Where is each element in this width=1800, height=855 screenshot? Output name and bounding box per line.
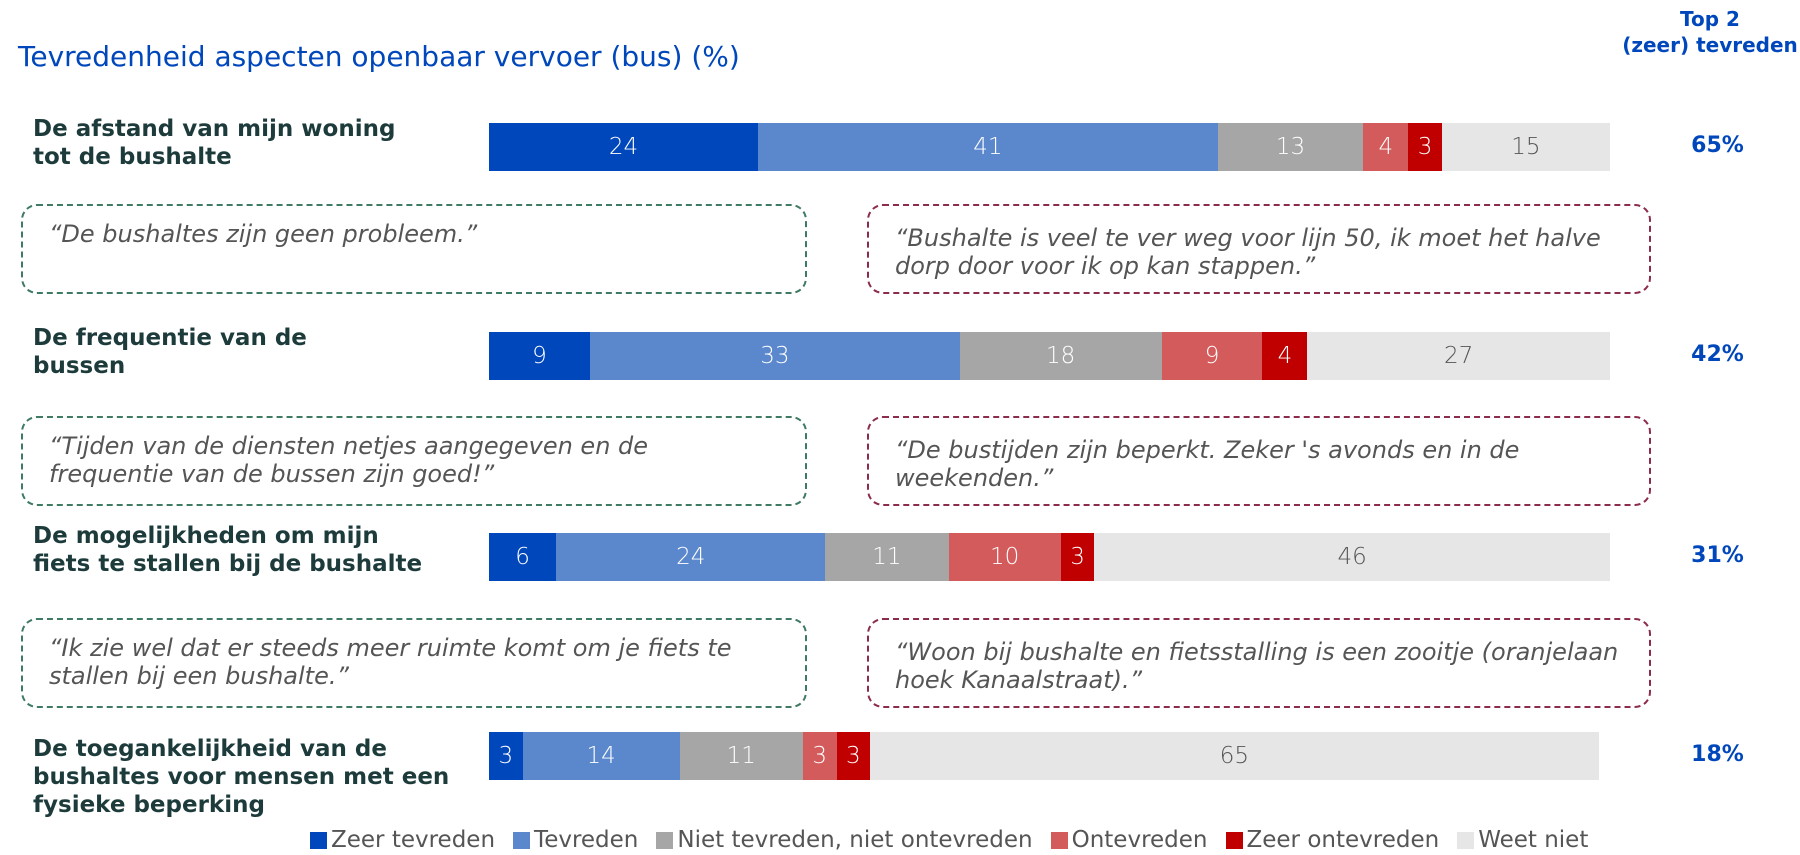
bar-segment: 13 <box>1217 123 1364 171</box>
top2-header: Top 2 (zeer) tevreden <box>1622 7 1798 57</box>
bar-segment: 3 <box>1060 533 1095 581</box>
legend-label: Tevreden <box>534 827 639 853</box>
chart-title: Tevredenheid aspecten openbaar vervoer (… <box>18 40 740 73</box>
legend-label: Weet niet <box>1478 827 1589 853</box>
bar-segment: 6 <box>489 533 557 581</box>
legend-swatch <box>656 831 674 849</box>
bar-value-label: 6 <box>515 544 530 570</box>
positive-quote: “De bushaltes zijn geen probleem.” <box>21 204 807 294</box>
legend-label: Zeer ontevreden <box>1246 827 1440 853</box>
bar-segment: 9 <box>489 332 590 380</box>
bar-segment: 24 <box>489 123 759 171</box>
category-label: De toegankelijkheid van de bushaltes voo… <box>33 736 450 818</box>
bar-segment: 33 <box>589 332 960 380</box>
bar-segment: 3 <box>489 732 523 780</box>
category-label: De mogelijkheden om mijn fiets te stalle… <box>33 523 423 577</box>
bar-value-label: 3 <box>845 743 861 769</box>
legend-swatch <box>513 831 531 849</box>
bar-value-label: 24 <box>608 134 639 160</box>
bar-segment: 65 <box>870 732 1599 780</box>
bar-segment: 3 <box>1408 123 1442 171</box>
bar-value-label: 24 <box>676 544 706 570</box>
bar-segment: 24 <box>556 533 826 581</box>
top2-value: 42% <box>1691 342 1744 367</box>
negative-quote: “Woon bij bushalte en fietsstalling is e… <box>867 618 1651 708</box>
positive-quote: “Tijden van de diensten netjes aangegeve… <box>21 416 807 506</box>
bar-value-label: 15 <box>1511 134 1541 160</box>
bar-segment: 18 <box>959 332 1162 380</box>
top2-value: 65% <box>1691 133 1744 158</box>
legend-label: Ontevreden <box>1071 827 1208 853</box>
negative-quote: “Bushalte is veel te ver weg voor lijn 5… <box>867 204 1651 294</box>
legend-swatch <box>1457 831 1475 849</box>
bar-value-label: 4 <box>1277 343 1293 369</box>
top2-value: 31% <box>1691 543 1744 568</box>
bar-value-label: 41 <box>973 134 1003 160</box>
bar-value-label: 13 <box>1275 134 1306 160</box>
positive-quote: “Ik zie wel dat er steeds meer ruimte ko… <box>21 618 807 708</box>
bar-value-label: 9 <box>532 343 547 369</box>
bar-segment: 4 <box>1262 332 1308 380</box>
bar-value-label: 3 <box>812 743 827 769</box>
bar-segment: 41 <box>758 123 1218 171</box>
bar-value-label: 11 <box>872 544 902 570</box>
bar-segment: 10 <box>948 533 1061 581</box>
top2-value: 18% <box>1691 742 1744 767</box>
legend: Zeer tevreden Tevreden Niet tevreden, niet… <box>310 827 1588 853</box>
category-label: De afstand van mijn woning tot de bushal… <box>33 116 396 170</box>
bar-value-label: 3 <box>1417 134 1433 160</box>
legend-item: Tevreden <box>513 827 638 853</box>
legend-item: Niet tevreden, niet ontevreden <box>656 827 1033 853</box>
bar-segment: 3 <box>836 732 871 780</box>
bar-value-label: 46 <box>1337 544 1367 570</box>
bar-segment: 27 <box>1307 332 1610 380</box>
legend-swatch <box>1225 831 1243 849</box>
legend-item: Weet niet <box>1457 827 1588 853</box>
bar-value-label: 3 <box>1070 544 1085 570</box>
bar-segment: 11 <box>679 732 803 780</box>
bar-value-label: 4 <box>1378 134 1394 160</box>
legend-swatch <box>1050 831 1068 849</box>
bar-value-label: 14 <box>586 743 616 769</box>
legend-label: Niet tevreden, niet ontevreden <box>677 827 1033 853</box>
legend-item: Ontevreden <box>1050 827 1208 853</box>
bar-value-label: 18 <box>1046 343 1076 369</box>
bar-segment: 3 <box>802 732 837 780</box>
bar-value-label: 33 <box>760 343 790 369</box>
bar-segment: 46 <box>1094 533 1610 581</box>
legend-swatch <box>310 831 327 849</box>
bar-value-label: 9 <box>1204 343 1220 369</box>
bar-value-label: 27 <box>1444 343 1474 369</box>
bar-value-label: 10 <box>990 544 1020 570</box>
bar-segment: 4 <box>1363 123 1409 171</box>
bar-value-label: 65 <box>1219 743 1250 769</box>
bar-segment: 11 <box>825 533 949 581</box>
negative-quote: “De bustijden zijn beperkt. Zeker 's avo… <box>867 416 1651 506</box>
legend-item: Zeer tevreden <box>310 827 495 853</box>
bar-value-label: 11 <box>726 743 756 769</box>
bar-value-label: 3 <box>498 743 514 769</box>
category-label: De frequentie van de bussen <box>33 325 307 379</box>
bar-segment: 15 <box>1441 123 1610 171</box>
legend-item: Zeer ontevreden <box>1225 827 1440 853</box>
legend-label: Zeer tevreden <box>331 827 496 853</box>
bar-segment: 9 <box>1161 332 1263 380</box>
bar-segment: 14 <box>522 732 680 780</box>
